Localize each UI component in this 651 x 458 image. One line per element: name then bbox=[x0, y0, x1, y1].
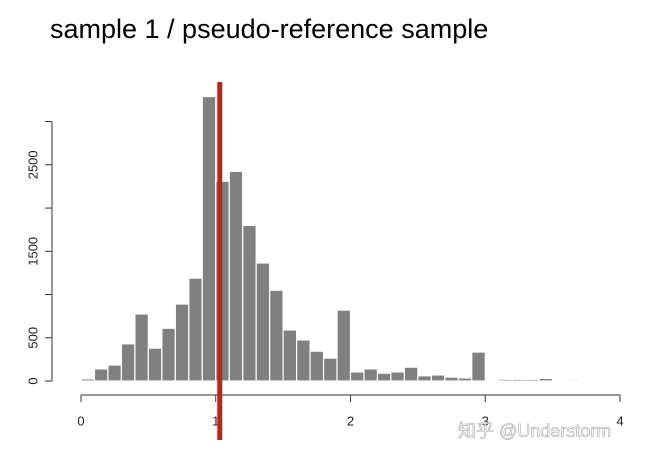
bar bbox=[457, 377, 473, 382]
bar bbox=[578, 379, 594, 382]
bar bbox=[255, 262, 271, 382]
bar bbox=[538, 377, 554, 382]
bar bbox=[147, 347, 163, 382]
bar bbox=[363, 368, 379, 382]
bar bbox=[471, 351, 486, 382]
bar bbox=[228, 170, 244, 382]
bar bbox=[417, 375, 432, 382]
bar bbox=[269, 289, 284, 382]
watermark: 知乎 @Understorm bbox=[458, 421, 611, 441]
bar bbox=[201, 95, 217, 382]
x-tick-label: 2 bbox=[347, 413, 354, 428]
y-tick-label: 500 bbox=[25, 327, 40, 349]
bar bbox=[322, 357, 338, 382]
y-tick-label: 0 bbox=[25, 377, 40, 384]
bar bbox=[336, 309, 352, 382]
bar bbox=[120, 343, 136, 382]
bar bbox=[444, 376, 459, 382]
y-tick-label: 2500 bbox=[25, 150, 40, 179]
chart-title: sample 1 / pseudo-reference sample bbox=[50, 14, 488, 44]
bar bbox=[282, 329, 298, 382]
bar bbox=[390, 371, 405, 382]
bar bbox=[511, 378, 527, 382]
bar bbox=[174, 303, 190, 382]
bar bbox=[80, 378, 96, 382]
x-tick-label: 1 bbox=[212, 413, 219, 428]
bar bbox=[565, 379, 581, 382]
bar bbox=[93, 368, 109, 382]
bar bbox=[376, 372, 392, 382]
y-tick-label: 1500 bbox=[25, 237, 40, 266]
bar bbox=[296, 339, 311, 382]
bar bbox=[242, 224, 257, 382]
bar bbox=[134, 313, 149, 382]
bar bbox=[403, 366, 419, 382]
bar bbox=[430, 374, 446, 382]
x-tick-label: 0 bbox=[77, 413, 84, 428]
bar bbox=[349, 371, 365, 382]
bar bbox=[498, 378, 513, 382]
x-tick-label: 4 bbox=[616, 413, 623, 428]
bar bbox=[525, 378, 540, 382]
x-tick-label: 3 bbox=[482, 413, 489, 428]
bar bbox=[188, 277, 203, 382]
bar bbox=[107, 364, 123, 382]
bar bbox=[161, 327, 176, 382]
bar bbox=[309, 350, 325, 382]
